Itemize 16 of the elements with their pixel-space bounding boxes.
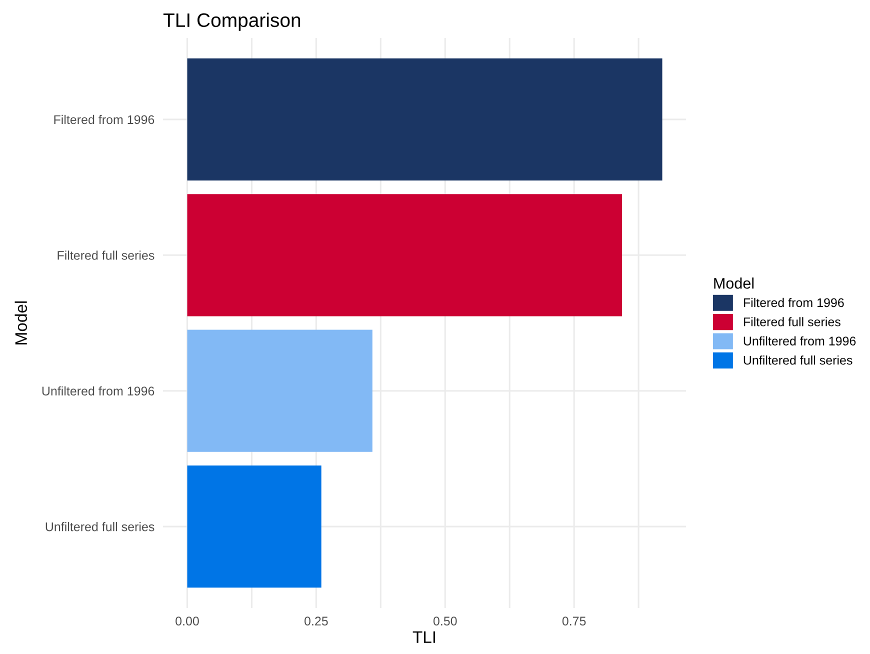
- x-tick-label: 0.25: [304, 616, 328, 626]
- y-axis-title: Model: [14, 301, 28, 344]
- x-axis-title: TLI: [412, 631, 436, 643]
- legend-label: Unfiltered from 1996: [744, 336, 856, 346]
- x-tick-label: 0.75: [562, 616, 586, 626]
- legend-title: Model: [714, 278, 754, 289]
- y-tick-label: Unfiltered from 1996: [42, 386, 154, 396]
- y-tick-label: Filtered from 1996: [54, 114, 154, 124]
- legend-label: Unfiltered full series: [744, 356, 852, 365]
- y-tick-label: Filtered full series: [58, 250, 154, 260]
- legend-label: Filtered from 1996: [744, 298, 844, 308]
- chart-title: TLI Comparison: [163, 12, 300, 31]
- legend-label: Filtered full series: [744, 317, 840, 326]
- y-tick-label: Unfiltered full series: [46, 522, 154, 532]
- x-tick-label: 0.00: [176, 616, 199, 626]
- x-tick-label: 0.50: [433, 616, 457, 626]
